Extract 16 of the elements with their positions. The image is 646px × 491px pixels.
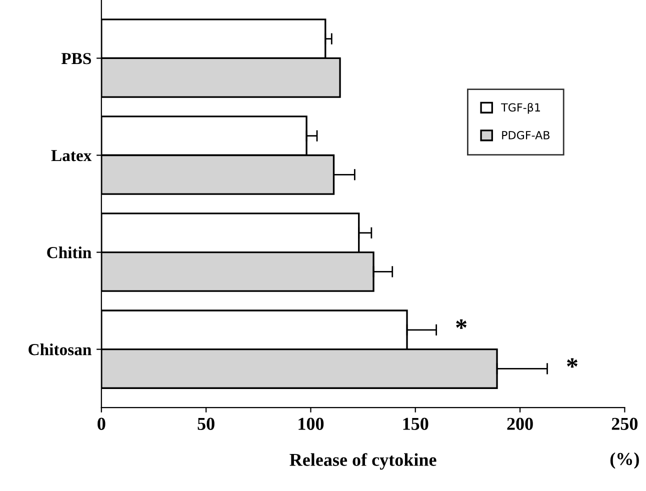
legend-label: PDGF-AB [502, 130, 550, 140]
x-tick-label: 150 [403, 418, 428, 430]
y-tick-label: Latex [51, 150, 92, 162]
text: (%) [610, 452, 639, 469]
x-tick-label: 0 [98, 418, 106, 430]
x-tick-label: 200 [507, 418, 533, 430]
annotation: * [567, 358, 578, 368]
x-axis-title: Release of cytokine [290, 453, 436, 470]
x-tick-label: 250 [612, 418, 638, 430]
y-tick-label: PBS [61, 52, 91, 64]
annotation: * [456, 319, 467, 329]
y-tick-label: Chitin [47, 246, 92, 258]
x-tick-label: 50 [198, 418, 214, 430]
legend-label: TGF-β1 [501, 102, 540, 114]
y-tick-label: Chitosan [28, 344, 92, 356]
x-tick-label: 100 [298, 418, 324, 430]
